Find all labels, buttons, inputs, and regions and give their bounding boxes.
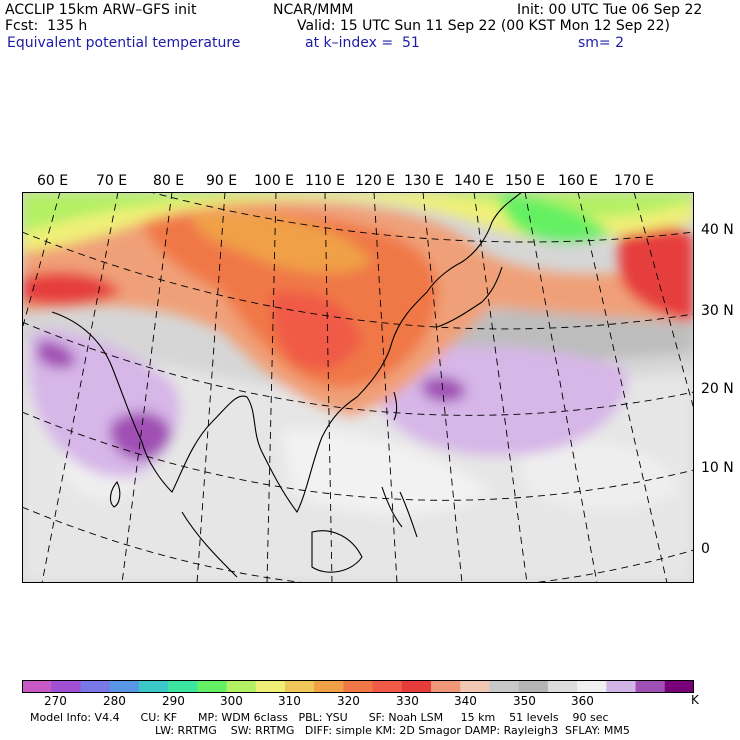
lon-line-120e [373,192,398,583]
colorbar-cell [80,680,111,693]
lon-label: 100 E [254,173,295,189]
lon-line-80e [121,192,173,583]
lat-label: 40 N [701,222,734,238]
colorbar-cell [284,680,315,693]
field-name: Equivalent potential temperature [7,35,241,51]
forecast-hour: Fcst: 135 h [5,18,88,34]
colorbar-label: 290 [162,694,185,708]
coastline-borneo [311,530,363,573]
model-info-line1: Model Info: V4.4 CU: KF MP: WDM 6class P… [30,711,609,724]
lat-line-0 [22,506,694,583]
field-green-north-pacific [500,192,612,242]
lon-label: 170 E [614,173,655,189]
colorbar-cell [197,680,228,693]
lat-line-30n [22,231,694,330]
lat-label: 30 N [701,303,734,319]
colorbar-cell [226,680,257,693]
field-purple-core [37,340,77,369]
lon-line-140e [473,192,528,583]
field-white-patches [522,438,682,511]
lat-label: 10 N [701,460,734,476]
lon-label: 150 E [505,173,546,189]
colorbar-cell [168,680,198,693]
colorbar-label: 350 [513,694,536,708]
colorbar-cell [664,680,694,693]
model-info-line2: LW: RRTMG SW: RRTMG DIFF: simple KM: 2D … [155,724,630,737]
colorbar-cell [372,680,403,693]
field-purple-core [422,376,467,403]
smoothing: sm= 2 [578,35,625,51]
colorbar-cell [22,680,52,693]
colorbar-label: 330 [396,694,419,708]
field-red-patch [618,226,694,322]
colorbar-cell [138,680,169,693]
lon-label: 140 E [454,173,495,189]
colorbar-cell [547,680,578,693]
colorbar-label: 340 [454,694,477,708]
colorbar-cell [314,680,344,693]
model-title: ACCLIP 15km ARW–GFS init [5,2,197,18]
colorbar-cell [606,680,637,693]
init-time: Init: 00 UTC Tue 06 Sep 22 [517,2,703,18]
lon-line-100e [266,192,277,583]
lon-line-70e [41,192,119,583]
lon-label: 70 E [96,173,128,189]
valid-time: Valid: 15 UTC Sun 11 Sep 22 (00 KST Mon … [297,18,670,34]
lon-line-160e [577,192,668,583]
colorbar-cell [255,680,286,693]
lon-label: 80 E [153,173,185,189]
colorbar-cell [109,680,140,693]
lat-label: 0 [701,541,710,557]
colorbar-label: 270 [44,694,67,708]
field-red-patch [22,272,122,305]
colorbar-label: 360 [571,694,594,708]
colorbar-cell [635,680,666,693]
lon-label: 120 E [355,173,396,189]
colorbar-cell [431,680,461,693]
center-name: NCAR/MMM [273,2,354,18]
field-lavender-pacific [375,346,628,456]
field-red-patch [270,291,362,371]
coastline-japan [436,266,503,328]
lon-label: 130 E [404,173,445,189]
colorbar-cell [51,680,81,693]
coastline-philippines [381,486,418,538]
theta-e-map [22,192,694,583]
field-white-patches [282,430,492,515]
lon-line-130e [422,192,463,583]
colorbar-label: 280 [103,694,126,708]
lat-label: 20 N [701,381,734,397]
coastline-srilanka [109,481,121,508]
lon-line-110e [324,192,333,583]
lon-line-90e [196,192,226,583]
colorbar-cell [401,680,432,693]
map-frame [22,192,694,583]
coastline-taiwan [393,391,398,421]
level-index: at k–index = 51 [305,35,420,51]
coastline-asia [51,192,523,514]
colorbar-cell [489,680,520,693]
field-orange-core [192,211,372,273]
coastline-sea [181,511,238,578]
lon-label: 60 E [37,173,69,189]
colorbar-cell [518,680,549,693]
colorbar-cell [460,680,490,693]
colorbar-cell [343,680,374,693]
colorbar-frame [22,680,694,693]
colorbar-cell [577,680,607,693]
lon-label: 160 E [558,173,599,189]
lat-line-10n [22,411,694,501]
lon-label: 110 E [305,173,346,189]
colorbar-unit: K [691,693,699,707]
colorbar-label: 320 [337,694,360,708]
lon-label: 90 E [206,173,238,189]
colorbar-label: 310 [278,694,301,708]
colorbar [22,680,694,693]
colorbar-label: 300 [220,694,243,708]
lat-line-20n [22,321,694,416]
lon-line-150e [524,192,598,583]
